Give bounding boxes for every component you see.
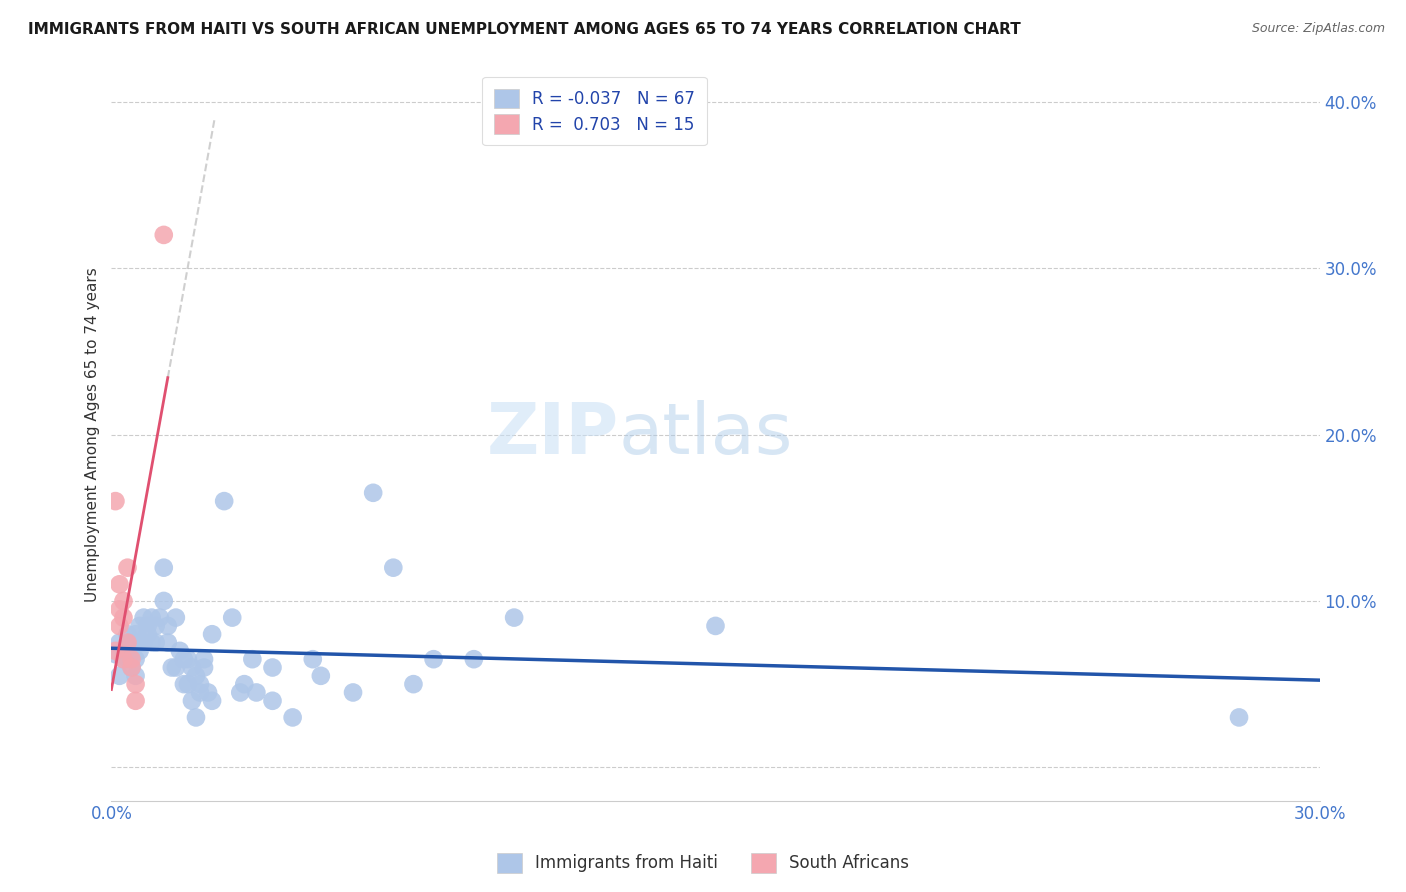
- Point: [301, 652, 323, 666]
- Point: [121, 660, 143, 674]
- Point: [402, 677, 425, 691]
- Point: [197, 685, 219, 699]
- Legend: Immigrants from Haiti, South Africans: Immigrants from Haiti, South Africans: [489, 847, 917, 880]
- Text: atlas: atlas: [619, 401, 793, 469]
- Point: [124, 694, 146, 708]
- Text: IMMIGRANTS FROM HAITI VS SOUTH AFRICAN UNEMPLOYMENT AMONG AGES 65 TO 74 YEARS CO: IMMIGRANTS FROM HAITI VS SOUTH AFRICAN U…: [28, 22, 1021, 37]
- Legend: R = -0.037   N = 67, R =  0.703   N = 15: R = -0.037 N = 67, R = 0.703 N = 15: [482, 77, 707, 145]
- Point: [422, 652, 444, 666]
- Point: [188, 685, 211, 699]
- Point: [136, 619, 159, 633]
- Point: [141, 635, 163, 649]
- Point: [212, 494, 235, 508]
- Point: [108, 635, 131, 649]
- Point: [181, 694, 204, 708]
- Point: [361, 485, 384, 500]
- Point: [124, 652, 146, 666]
- Point: [108, 669, 131, 683]
- Point: [193, 652, 215, 666]
- Point: [112, 652, 135, 666]
- Point: [342, 685, 364, 699]
- Point: [121, 635, 143, 649]
- Point: [463, 652, 485, 666]
- Point: [233, 677, 256, 691]
- Point: [193, 660, 215, 674]
- Point: [117, 627, 139, 641]
- Point: [201, 694, 224, 708]
- Point: [165, 660, 187, 674]
- Point: [112, 610, 135, 624]
- Point: [188, 677, 211, 691]
- Point: [145, 635, 167, 649]
- Point: [121, 660, 143, 674]
- Text: Source: ZipAtlas.com: Source: ZipAtlas.com: [1251, 22, 1385, 36]
- Point: [281, 710, 304, 724]
- Point: [169, 644, 191, 658]
- Point: [382, 560, 405, 574]
- Point: [181, 660, 204, 674]
- Point: [221, 610, 243, 624]
- Point: [173, 652, 195, 666]
- Point: [112, 652, 135, 666]
- Point: [117, 635, 139, 649]
- Point: [156, 635, 179, 649]
- Point: [104, 647, 127, 661]
- Point: [262, 694, 284, 708]
- Point: [201, 627, 224, 641]
- Point: [112, 594, 135, 608]
- Point: [262, 660, 284, 674]
- Point: [128, 644, 150, 658]
- Point: [184, 710, 207, 724]
- Point: [152, 594, 174, 608]
- Point: [173, 677, 195, 691]
- Point: [124, 627, 146, 641]
- Point: [149, 610, 172, 624]
- Point: [108, 577, 131, 591]
- Point: [136, 627, 159, 641]
- Point: [117, 652, 139, 666]
- Point: [245, 685, 267, 699]
- Point: [132, 635, 155, 649]
- Point: [229, 685, 252, 699]
- Point: [184, 669, 207, 683]
- Point: [152, 560, 174, 574]
- Y-axis label: Unemployment Among Ages 65 to 74 years: Unemployment Among Ages 65 to 74 years: [86, 268, 100, 602]
- Point: [156, 619, 179, 633]
- Text: ZIP: ZIP: [486, 401, 619, 469]
- Point: [112, 644, 135, 658]
- Point: [503, 610, 526, 624]
- Point: [104, 494, 127, 508]
- Point: [108, 602, 131, 616]
- Point: [132, 610, 155, 624]
- Point: [128, 635, 150, 649]
- Point: [108, 619, 131, 633]
- Point: [145, 619, 167, 633]
- Point: [177, 677, 200, 691]
- Point: [152, 227, 174, 242]
- Point: [104, 644, 127, 658]
- Point: [128, 619, 150, 633]
- Point: [121, 652, 143, 666]
- Point: [177, 652, 200, 666]
- Point: [240, 652, 263, 666]
- Point: [1227, 710, 1250, 724]
- Point: [124, 677, 146, 691]
- Point: [160, 660, 183, 674]
- Point: [165, 610, 187, 624]
- Point: [124, 669, 146, 683]
- Point: [141, 610, 163, 624]
- Point: [704, 619, 727, 633]
- Point: [117, 560, 139, 574]
- Point: [309, 669, 332, 683]
